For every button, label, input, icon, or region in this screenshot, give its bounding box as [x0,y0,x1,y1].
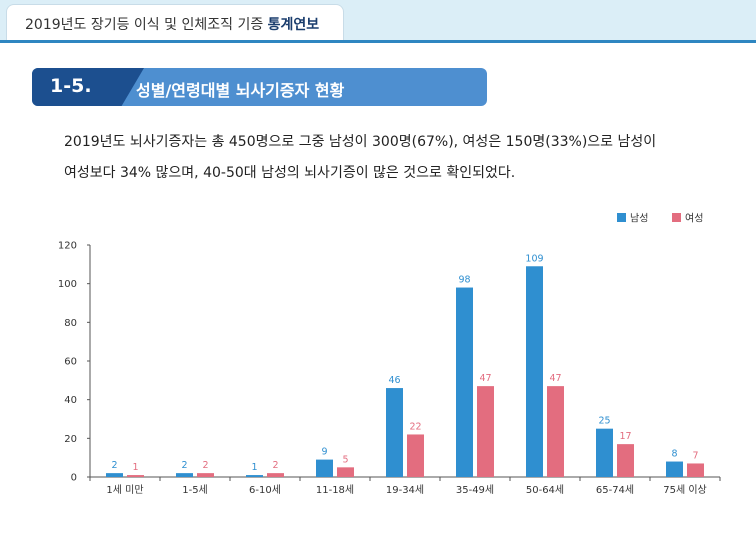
female-bar [477,386,494,477]
male-data-label: 2 [181,460,187,471]
y-tick-label: 100 [58,279,77,290]
document-title-tab: 2019년도 장기등 이식 및 인체조직 기증 통계연보 [6,4,344,40]
x-tick-label: 35-49세 [456,484,494,496]
y-tick-label: 20 [64,434,77,445]
document-title-prefix: 2019년도 장기등 이식 및 인체조직 기증 [25,17,264,33]
bar-chart: 0 20 40 60 80 100 120 1세 미만 1-5세 6-10세 11-18세 19-34… [58,213,721,496]
male-legend-label: 남성 [630,213,648,225]
document-title-bold: 통계연보 [267,17,320,33]
description-line-1: 2019년도 뇌사기증자는 총 450명으로 그중 남성이 300명(67%),… [64,134,657,150]
x-tick-label: 65-74세 [596,484,634,496]
x-tick-label: 1-5세 [182,484,208,496]
x-tick-label: 6-10세 [249,484,281,496]
male-bar [246,475,263,477]
male-bar [176,473,193,477]
male-data-label: 46 [388,375,400,386]
female-data-label: 5 [342,454,348,465]
male-bar [456,287,473,477]
female-data-label: 47 [479,373,491,384]
male-data-label: 25 [598,416,610,427]
female-bar [617,444,634,477]
female-bar [687,463,704,477]
description-paragraph: 2019년도 뇌사기증자는 총 450명으로 그중 남성이 300명(67%),… [64,127,744,189]
female-data-label: 47 [549,373,561,384]
x-tick-label: 50-64세 [526,484,564,496]
female-legend-swatch [672,213,681,222]
x-tick-label: 75세 이상 [663,484,707,496]
y-tick-label: 0 [71,473,77,484]
female-bar [127,475,144,477]
header-divider [0,40,756,43]
x-tick-label: 1세 미만 [106,484,143,496]
female-legend-label: 여성 [685,213,703,225]
male-bar [386,388,403,477]
x-tick-label: 11-18세 [316,484,354,496]
male-bar [666,461,683,477]
document-title: 2019년도 장기등 이식 및 인체조직 기증 통계연보 [25,14,319,34]
female-bar [547,386,564,477]
female-bar [337,467,354,477]
male-data-label: 109 [525,253,543,264]
y-tick-label: 80 [64,318,77,329]
female-data-label: 22 [409,421,421,432]
male-bar [596,428,613,477]
female-data-label: 17 [619,431,631,442]
x-tick-label: 19-34세 [386,484,424,496]
section-number: 1-5. [50,75,92,97]
male-data-label: 8 [671,449,677,460]
female-data-label: 1 [132,462,138,473]
section-heading-bar: 1-5. 성별/연령대별 뇌사기증자 현황 [32,68,487,106]
male-data-label: 2 [111,460,117,471]
section-title: 성별/연령대별 뇌사기증자 현황 [136,81,345,100]
female-data-label: 7 [692,450,698,461]
male-data-label: 9 [321,447,327,458]
y-tick-label: 40 [64,395,77,406]
description-line-2: 여성보다 34% 많으며, 40-50대 남성의 뇌사기증이 많은 것으로 확인… [64,165,516,181]
male-bar [316,459,333,477]
female-bar [197,473,214,477]
y-tick-label: 60 [64,357,77,368]
male-bar [526,266,543,477]
female-data-label: 2 [202,460,208,471]
y-tick-label: 120 [58,241,77,252]
male-data-label: 98 [458,275,470,286]
female-bar [407,434,424,477]
male-legend-swatch [617,213,626,222]
male-data-label: 1 [251,462,257,473]
female-data-label: 2 [272,460,278,471]
female-bar [267,473,284,477]
male-bar [106,473,123,477]
